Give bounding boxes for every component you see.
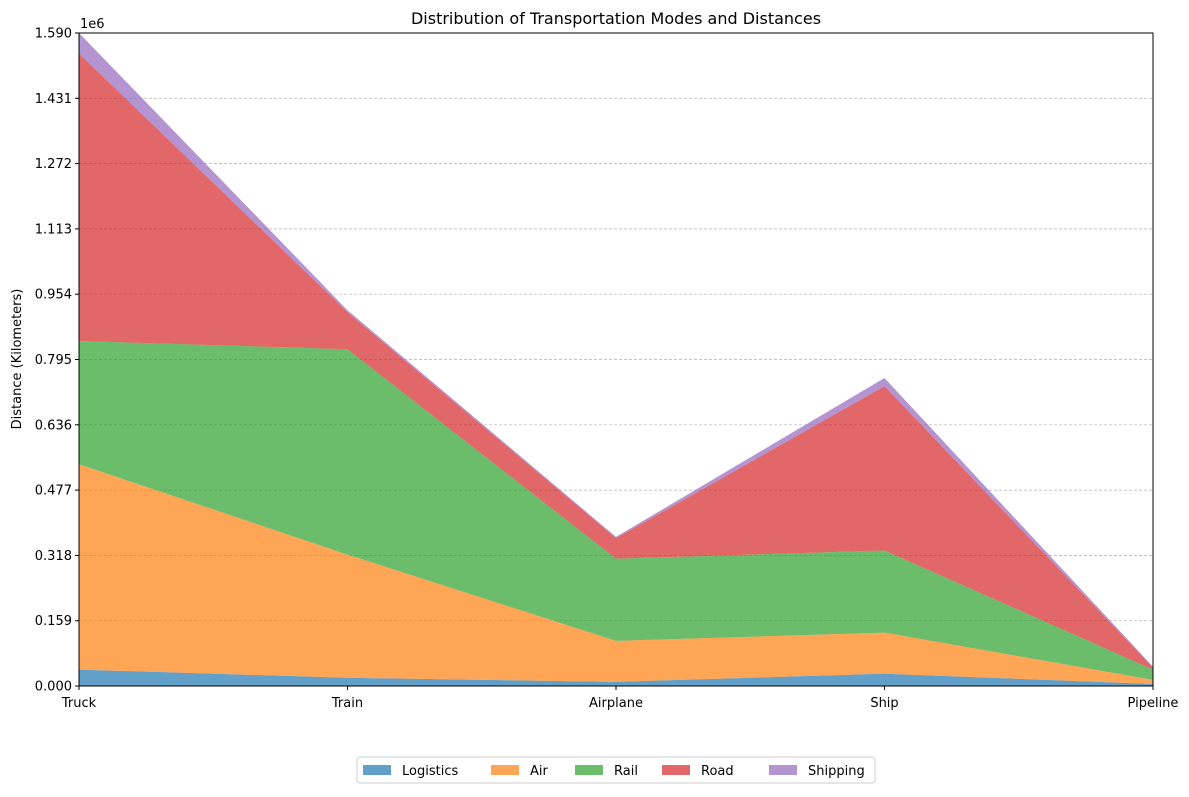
legend-swatch-rail (575, 765, 603, 775)
area-rail (79, 341, 1153, 680)
y-tick-label-0: 0.000 (35, 680, 72, 695)
y-tick-label-3: 0.477 (35, 484, 72, 499)
legend-swatch-logistics (363, 765, 391, 775)
y-tick-label-6: 0.954 (35, 288, 72, 303)
chart-title: Distribution of Transportation Modes and… (411, 9, 821, 28)
legend-label-road: Road (701, 764, 734, 779)
legend-box (356, 756, 876, 784)
y-tick-label-10: 1.590 (35, 27, 72, 42)
stacked-areas (79, 33, 1153, 686)
legend-swatch-air (491, 765, 519, 775)
area-air (79, 464, 1153, 684)
x-tick-label-2: Airplane (589, 696, 643, 711)
y-tick-label-1: 0.159 (35, 614, 72, 629)
legend-swatch-road (662, 765, 690, 775)
y-tick-label-2: 0.318 (35, 549, 72, 564)
y-tick-label-4: 0.636 (35, 418, 72, 433)
legend: Logistics Air Rail Road Shipping (356, 756, 876, 784)
y-tick-label-5: 0.795 (35, 353, 72, 368)
x-tick-label-0: Truck (61, 696, 97, 711)
y-tick-label-9: 1.431 (35, 92, 72, 107)
legend-swatch-shipping (769, 765, 797, 775)
axes: 0.000 0.159 0.318 0.477 0.636 0.795 0.954 1.113… (35, 27, 1179, 712)
y-axis-offset-label: 1e6 (80, 17, 105, 32)
y-tick-label-8: 1.272 (35, 157, 72, 172)
legend-label-logistics: Logistics (402, 764, 458, 779)
x-tick-label-1: Train (331, 696, 363, 711)
y-axis-label: Distance (Kilometers) (10, 289, 25, 430)
area-road (79, 53, 1153, 670)
x-tick-label-4: Pipeline (1128, 696, 1179, 711)
y-tick-label-7: 1.113 (35, 222, 72, 237)
legend-label-air: Air (530, 764, 549, 779)
x-tick-label-3: Ship (870, 696, 898, 711)
legend-label-shipping: Shipping (808, 764, 865, 779)
legend-label-rail: Rail (614, 764, 638, 779)
